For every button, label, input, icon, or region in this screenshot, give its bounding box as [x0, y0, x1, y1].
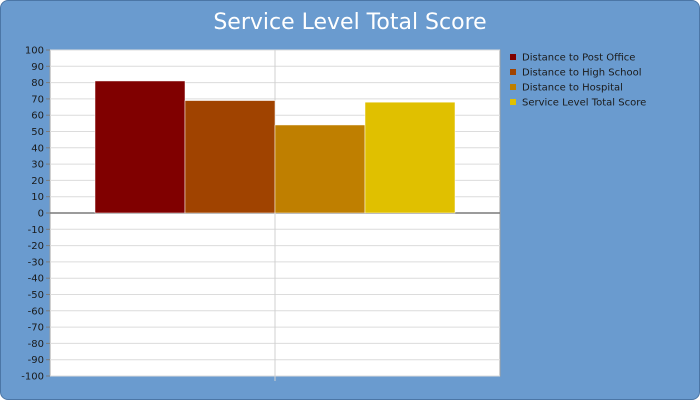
y-tick-label: 60	[31, 111, 44, 122]
y-tick-label: 50	[31, 127, 44, 138]
y-tick-label: -80	[28, 339, 44, 350]
legend-label: Distance to Post Office	[522, 53, 635, 64]
legend: Distance to Post Office Distance to High …	[510, 53, 646, 109]
bar-3	[274, 124, 366, 214]
bars	[94, 80, 456, 214]
y-tick-label: -30	[28, 257, 44, 268]
y-tick-label: 30	[31, 160, 44, 171]
y-tick-label: -70	[28, 323, 44, 334]
y-tick-label: -10	[28, 225, 44, 236]
y-tick-label: 100	[25, 46, 44, 57]
y-tick-label: 0	[38, 209, 44, 220]
bar-2	[184, 100, 276, 214]
bar-4	[364, 101, 456, 214]
y-tick-label: 80	[31, 78, 44, 89]
legend-swatch	[510, 54, 516, 60]
y-tick-label: 10	[31, 192, 44, 203]
y-tick-label: -90	[28, 355, 44, 366]
y-tick-label: 90	[31, 62, 44, 73]
legend-swatch	[510, 99, 516, 105]
y-axis-ticks: 1009080706050403020100-10-20-30-40-50-60…	[21, 46, 50, 383]
y-tick-label: 20	[31, 176, 44, 187]
y-tick-label: -100	[21, 372, 44, 383]
chart-title: Service Level Total Score	[213, 10, 487, 35]
legend-label: Service Level Total Score	[522, 98, 646, 109]
legend-label: Distance to High School	[522, 68, 641, 79]
legend-swatch	[510, 84, 516, 90]
y-tick-label: -50	[28, 290, 44, 301]
bar-1	[94, 80, 186, 214]
y-tick-label: 40	[31, 143, 44, 154]
y-tick-label: 70	[31, 94, 44, 105]
legend-label: Distance to Hospital	[522, 83, 623, 94]
legend-swatch	[510, 69, 516, 75]
y-tick-label: -60	[28, 306, 44, 317]
y-tick-label: -20	[28, 241, 44, 252]
y-tick-label: -40	[28, 274, 44, 285]
